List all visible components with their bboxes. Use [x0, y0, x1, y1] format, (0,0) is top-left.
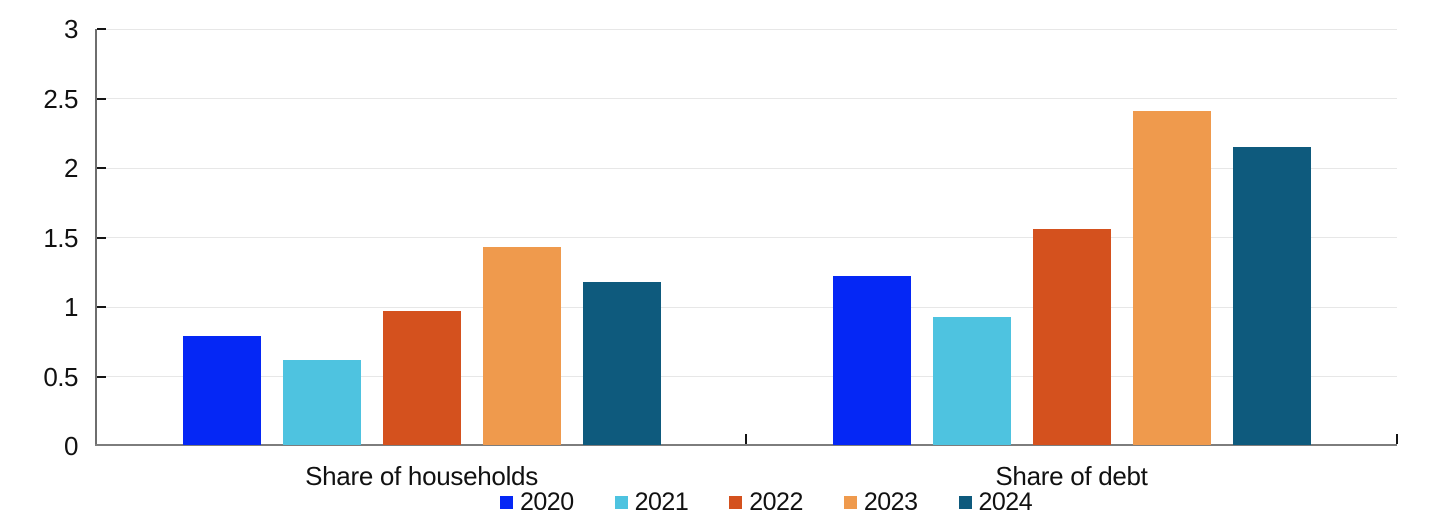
- y-axis-tick-2.5: [97, 97, 106, 100]
- legend-swatch-2024: [958, 495, 972, 509]
- gridline-1: [97, 306, 1397, 308]
- bar-2022-share-of-debt: [1032, 229, 1111, 445]
- legend-label-2020: 2020: [520, 488, 574, 516]
- category-label-share-of-debt: Share of debt: [995, 461, 1148, 491]
- chart-legend: 2020 2021 2022 2023 2024: [500, 488, 1033, 516]
- bar-2021-share-of-debt: [932, 316, 1011, 445]
- legend-swatch-2022: [729, 495, 743, 509]
- y-axis-tick-0.5: [97, 375, 106, 378]
- bar-2022-share-of-households: [382, 311, 461, 445]
- y-axis-tick-2: [97, 167, 106, 169]
- gridline-1.5: [97, 237, 1397, 238]
- legend-label-2022: 2022: [749, 488, 803, 516]
- legend-item-2022: 2022: [729, 489, 803, 515]
- category-label-share-of-households: Share of households: [305, 461, 538, 491]
- legend-swatch-2021: [614, 495, 628, 509]
- gridline-3: [97, 28, 1397, 30]
- legend-swatch-2020: [500, 495, 513, 509]
- legend-label-2021: 2021: [634, 488, 689, 516]
- gridline-2: [97, 167, 1397, 169]
- y-axis-label-0: 0: [64, 431, 78, 461]
- legend-item-2021: 2021: [614, 488, 689, 516]
- y-axis-label-1.5: 1.5: [43, 222, 78, 253]
- gridline-0.5: [97, 376, 1397, 377]
- x-axis-line: [95, 444, 1397, 446]
- bar-2023-share-of-debt: [1132, 111, 1211, 445]
- y-axis-tick-3: [97, 28, 106, 30]
- bar-2023-share-of-households: [482, 247, 561, 445]
- y-axis-tick-1: [97, 306, 106, 308]
- legend-label-2023: 2023: [863, 488, 918, 516]
- y-axis-label-0.5: 0.5: [43, 361, 78, 392]
- legend-item-2024: 2024: [958, 488, 1033, 516]
- y-axis-tick-1.5: [97, 236, 106, 239]
- x-axis-tick-right-end: [1396, 434, 1398, 444]
- y-axis-label-2.5: 2.5: [43, 83, 78, 114]
- legend-item-2020: 2020: [500, 489, 574, 515]
- bar-2024-share-of-debt: [1232, 147, 1311, 445]
- y-axis-label-3: 3: [64, 14, 78, 44]
- y-axis-label-1: 1: [64, 292, 78, 322]
- legend-item-2023: 2023: [843, 488, 918, 516]
- bar-2021-share-of-households: [282, 359, 361, 445]
- bar-2024-share-of-households: [582, 281, 661, 445]
- legend-swatch-2023: [843, 495, 857, 509]
- gridline-2.5: [97, 98, 1397, 99]
- x-axis-tick-group-divider: [745, 434, 747, 444]
- y-axis-line: [95, 29, 97, 446]
- y-axis-label-2: 2: [64, 153, 78, 183]
- bar-2020-share-of-debt: [832, 276, 911, 445]
- legend-label-2024: 2024: [978, 488, 1033, 516]
- bar-2020-share-of-households: [182, 336, 261, 445]
